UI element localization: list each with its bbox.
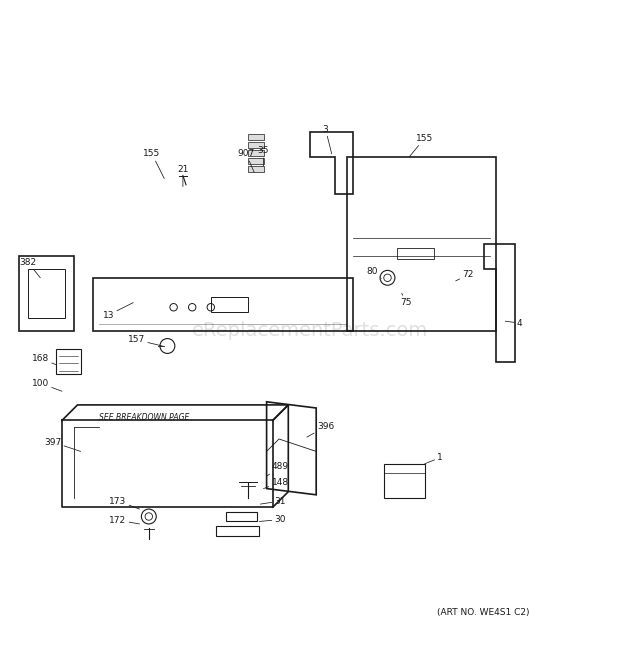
Text: 907: 907 [237,149,255,173]
Bar [248,158,264,165]
Bar [226,512,257,522]
Text: 489: 489 [267,463,289,476]
Text: 3: 3 [322,124,332,154]
Text: 80: 80 [366,267,381,278]
Bar [28,268,65,318]
Text: 13: 13 [103,303,133,319]
Text: 148: 148 [264,478,289,488]
Bar [211,297,248,311]
Bar [384,464,425,498]
Text: 100: 100 [32,379,62,391]
Text: 173: 173 [109,496,140,509]
Text: 72: 72 [456,270,474,281]
Text: 382: 382 [19,258,40,278]
Text: 35: 35 [258,146,269,166]
Text: 157: 157 [128,335,162,346]
Bar [248,142,264,148]
Text: 1: 1 [425,453,443,464]
Text: 168: 168 [32,354,56,365]
Text: 75: 75 [401,293,412,307]
Text: 397: 397 [44,438,81,451]
Text: 396: 396 [307,422,334,437]
Bar [248,166,264,173]
Bar [93,278,353,330]
Bar [397,248,434,259]
Text: 4: 4 [505,319,523,328]
Text: eReplacementParts.com: eReplacementParts.com [192,321,428,340]
Text: 30: 30 [259,515,286,524]
Bar [248,134,264,140]
Text: SEE BREAKDOWN PAGE: SEE BREAKDOWN PAGE [99,413,190,422]
Bar [56,349,81,374]
Text: 21: 21 [177,165,188,186]
Bar [248,150,264,156]
Text: 31: 31 [260,496,286,506]
Text: 155: 155 [143,149,164,178]
Text: 172: 172 [109,516,140,525]
Bar [216,526,259,536]
Bar [19,256,74,330]
Text: (ART NO. WE4S1 C2): (ART NO. WE4S1 C2) [437,608,530,617]
Text: 155: 155 [409,134,433,157]
